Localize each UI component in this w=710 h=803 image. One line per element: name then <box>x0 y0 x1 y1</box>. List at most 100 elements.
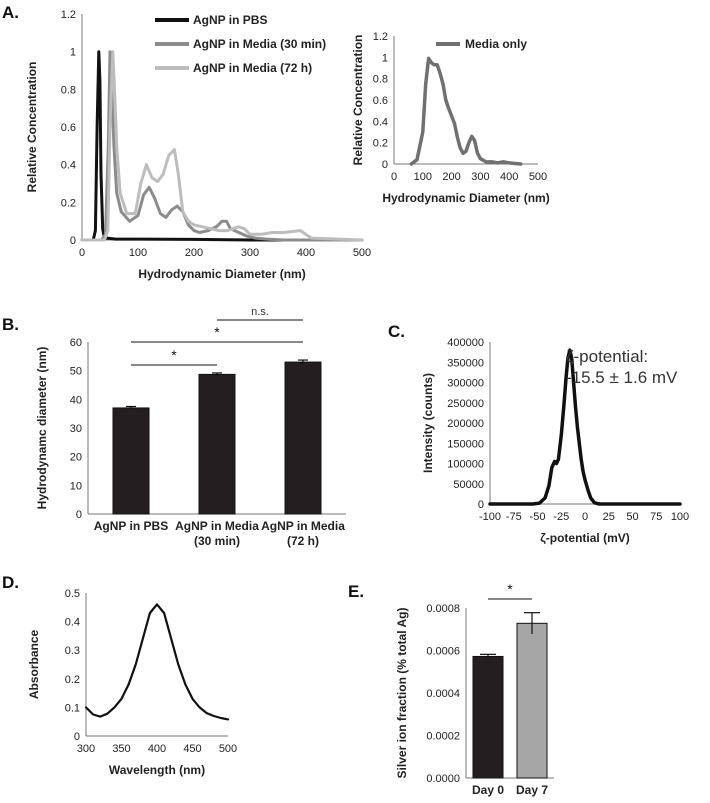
significance-label-e: * <box>507 581 513 597</box>
y-tick-label: 0.0006 <box>426 646 460 658</box>
x-tick-label: 50 <box>626 511 638 523</box>
y-tick-label: 20 <box>70 452 82 464</box>
panel-label-d: D. <box>2 573 19 592</box>
y-tick-label: 0.8 <box>373 74 388 86</box>
x-tick-label: 200 <box>442 171 460 183</box>
x-tick-label: 350 <box>112 743 130 755</box>
x-axis-label: Wavelength (nm) <box>109 763 205 777</box>
panel-label-c: C. <box>388 322 405 341</box>
series-line-3 <box>80 50 364 242</box>
y-tick-label: 0.4 <box>65 617 80 629</box>
y-axis-label: Absorbance <box>27 630 41 700</box>
x-axis-label: Hydrodynamic Diameter (nm) <box>382 191 549 205</box>
y-tick-label: 200000 <box>447 418 484 430</box>
y-tick-label: 1 <box>70 47 76 59</box>
legend-label-3: AgNP in Media (72 h) <box>193 61 312 75</box>
x-tick-label: -75 <box>506 511 522 523</box>
y-tick-label: 1 <box>382 52 388 64</box>
y-tick-label: 350000 <box>447 357 484 369</box>
y-tick-label: 10 <box>70 480 82 492</box>
x-tick-label: 100 <box>671 511 689 523</box>
panel-label-e: E. <box>348 582 364 601</box>
bar-1 <box>472 655 504 779</box>
x-tick-label: 500 <box>219 743 237 755</box>
y-tick-label: 250000 <box>447 398 484 410</box>
y-tick-label: 50000 <box>453 479 484 491</box>
x-tick-label: 500 <box>353 247 371 259</box>
y-tick-label: 0.0000 <box>426 773 460 785</box>
y-tick-label: 0 <box>478 499 484 511</box>
y-tick-label: 30 <box>70 423 82 435</box>
y-tick-label: 0.0002 <box>426 731 460 743</box>
significance-label-3: n.s. <box>251 306 269 318</box>
series-line-1 <box>409 56 523 166</box>
x-tick-label: 100 <box>129 247 147 259</box>
x-tick-label: 0 <box>391 171 397 183</box>
x-tick-label: -25 <box>553 511 569 523</box>
x-tick-label: 25 <box>603 511 615 523</box>
chart-e-silver-ion: 0.0000 0.0002 0.0004 0.0006 0.0008 Day 0 Day 7… <box>395 581 554 797</box>
x-tick-label: 400 <box>500 171 518 183</box>
chart-b-hydrodynamic-bar: 0 10 20 30 40 50 60 AgNP in PBS AgNP in Media (30… <box>35 306 346 548</box>
y-tick-label: 0 <box>70 235 76 247</box>
y-tick-label: 0.4 <box>373 116 388 128</box>
y-tick-label: 0.0008 <box>426 603 460 615</box>
legend-label-media-only: Media only <box>465 37 527 51</box>
chart-a-inset-media-only: 0 0.2 0.4 0.6 0.8 1 1.2 0 100 200 300 400 500 Hydrody… <box>351 31 550 205</box>
y-tick-label: 0 <box>74 731 80 743</box>
x-tick-label: 75 <box>650 511 662 523</box>
x-tick-label: 400 <box>148 743 166 755</box>
y-tick-label: 60 <box>70 337 82 349</box>
panel-label-a: A. <box>2 3 19 22</box>
y-tick-label: 0.5 <box>65 588 80 600</box>
y-tick-label: 0.4 <box>61 160 76 172</box>
y-tick-label: 0.6 <box>373 95 388 107</box>
panel-label-b: B. <box>2 315 19 334</box>
y-axis-label: Silver ion fraction (% total Ag) <box>395 608 409 779</box>
x-tick-label: 0 <box>582 511 588 523</box>
y-tick-label: 0.8 <box>61 84 76 96</box>
y-tick-label: 50 <box>70 366 82 378</box>
y-tick-label: 1.2 <box>61 9 76 21</box>
significance-label-1: * <box>171 347 177 363</box>
bar-3 <box>284 361 322 515</box>
x-tick-label: 300 <box>77 743 95 755</box>
x-tick-label: 500 <box>529 171 547 183</box>
zeta-annotation: ζ-potential: -15.5 ± 1.6 mV <box>566 347 678 387</box>
chart-c-zeta-potential: 0 50000 100000 150000 200000 250000 300000 3500… <box>421 337 689 545</box>
y-tick-label: 0.6 <box>61 122 76 134</box>
y-tick-label: 1.2 <box>373 31 388 43</box>
y-tick-label: 150000 <box>447 438 484 450</box>
series-line-1 <box>488 348 682 506</box>
y-axis-label: Hydrodynamc diameter (nm) <box>35 347 49 510</box>
y-tick-label: 0 <box>382 159 388 171</box>
x-tick-label: 300 <box>241 247 259 259</box>
legend-label-2: AgNP in Media (30 min) <box>193 37 326 51</box>
y-tick-label: 0 <box>76 509 82 521</box>
x-axis-label: ζ-potential (mV) <box>540 531 630 545</box>
y-tick-label: 0.2 <box>65 674 80 686</box>
x-tick-label: 0 <box>79 247 85 259</box>
y-tick-label: 0.3 <box>65 645 80 657</box>
bar-2 <box>516 622 548 779</box>
category-label-1: Day 0 <box>472 783 504 797</box>
y-axis-label: Intensity (counts) <box>421 373 435 473</box>
x-tick-label: 200 <box>185 247 203 259</box>
category-label-2: AgNP in Media (30 min) <box>175 519 259 548</box>
y-tick-label: 0.1 <box>65 702 80 714</box>
bar-2 <box>198 373 236 515</box>
series-line-1 <box>84 603 230 721</box>
x-tick-label: 300 <box>471 171 489 183</box>
x-tick-label: 450 <box>183 743 201 755</box>
y-axis-label: Relative Concentration <box>351 35 365 166</box>
y-tick-label: 400000 <box>447 337 484 349</box>
y-tick-label: 0.2 <box>373 138 388 150</box>
x-tick-label: 100 <box>414 171 432 183</box>
chart-a-size-distribution: 0 0.2 0.4 0.6 0.8 1 1.2 0 100 200 300 400 500 Hydrody… <box>25 9 371 281</box>
series-line-1 <box>80 50 364 242</box>
y-tick-label: 100000 <box>447 459 484 471</box>
x-tick-label: 400 <box>297 247 315 259</box>
y-tick-label: 40 <box>70 394 82 406</box>
y-tick-label: 0.0004 <box>426 688 460 700</box>
category-label-1: AgNP in PBS <box>94 519 168 533</box>
